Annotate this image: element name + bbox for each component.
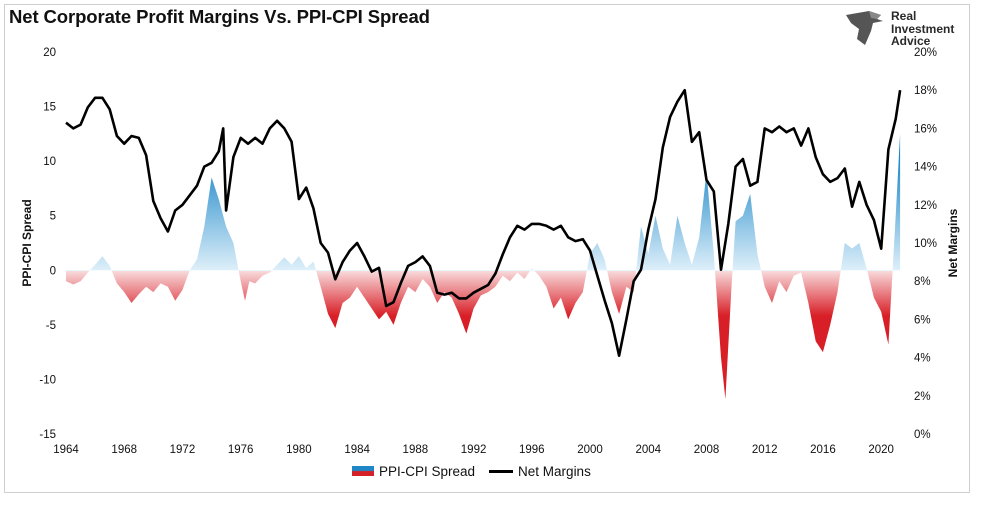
right-tick-label: 4% <box>914 353 931 365</box>
left-tick-label: 5 <box>50 211 56 223</box>
right-axis-title: Net Margins <box>946 208 960 277</box>
brand-line-2: Investment <box>891 21 955 36</box>
legend: PPI-CPI Spread Net Margins <box>352 462 605 480</box>
left-tick-label: 10 <box>43 156 56 168</box>
x-tick-label: 1976 <box>228 444 254 456</box>
x-tick-label: 2020 <box>868 444 894 456</box>
left-tick-label: -10 <box>39 374 56 386</box>
brand-line-3: Advice <box>891 34 931 48</box>
x-tick-label: 2012 <box>752 444 778 456</box>
right-tick-label: 2% <box>914 391 931 403</box>
left-tick-label: -15 <box>39 429 56 441</box>
chart-frame <box>4 4 970 493</box>
net-margins-line <box>65 88 902 358</box>
x-tick-label: 2004 <box>635 444 661 456</box>
spread-area-positive <box>66 133 901 271</box>
right-tick-label: 14% <box>914 162 937 174</box>
right-tick-label: 10% <box>914 238 937 250</box>
x-tick-label: 1972 <box>170 444 196 456</box>
x-tick-label: 1996 <box>519 444 545 456</box>
left-axis-title: PPI-CPI Spread <box>20 199 34 286</box>
legend-item-spread: PPI-CPI Spread <box>352 464 475 479</box>
x-tick-label: 2016 <box>810 444 836 456</box>
spread-area-negative <box>66 271 893 400</box>
left-tick-label: 0 <box>50 265 56 277</box>
right-tick-label: 6% <box>914 314 931 326</box>
right-tick-label: 18% <box>914 85 937 97</box>
left-tick-label: -5 <box>46 320 56 332</box>
right-tick-label: 0% <box>914 429 931 441</box>
chart-title: Net Corporate Profit Margins Vs. PPI-CPI… <box>9 6 430 27</box>
legend-label-margins: Net Margins <box>518 463 591 479</box>
right-tick-label: 16% <box>914 123 937 135</box>
legend-item-margins: Net Margins <box>489 464 591 479</box>
x-tick-label: 1964 <box>53 444 79 456</box>
right-tick-label: 12% <box>914 200 937 212</box>
x-tick-label: 1984 <box>344 444 370 456</box>
brand-logo: Real Investment Advice <box>843 9 963 49</box>
x-tick-label: 1968 <box>111 444 137 456</box>
legend-swatch-spread <box>352 466 374 476</box>
left-tick-label: 15 <box>43 102 56 114</box>
x-tick-label: 2008 <box>694 444 720 456</box>
x-tick-label: 1992 <box>461 444 487 456</box>
right-tick-label: 20% <box>914 47 937 59</box>
brand-line-1: Real <box>891 9 917 23</box>
brand-name: Real Investment Advice <box>891 10 954 48</box>
legend-label-spread: PPI-CPI Spread <box>379 463 476 479</box>
x-tick-label: 2000 <box>577 444 603 456</box>
left-tick-label: 20 <box>43 47 56 59</box>
x-tick-label: 1988 <box>403 444 429 456</box>
x-tick-label: 1980 <box>286 444 312 456</box>
legend-swatch-margins <box>489 469 514 473</box>
right-tick-label: 8% <box>914 276 931 288</box>
eagle-head-icon <box>846 11 883 45</box>
